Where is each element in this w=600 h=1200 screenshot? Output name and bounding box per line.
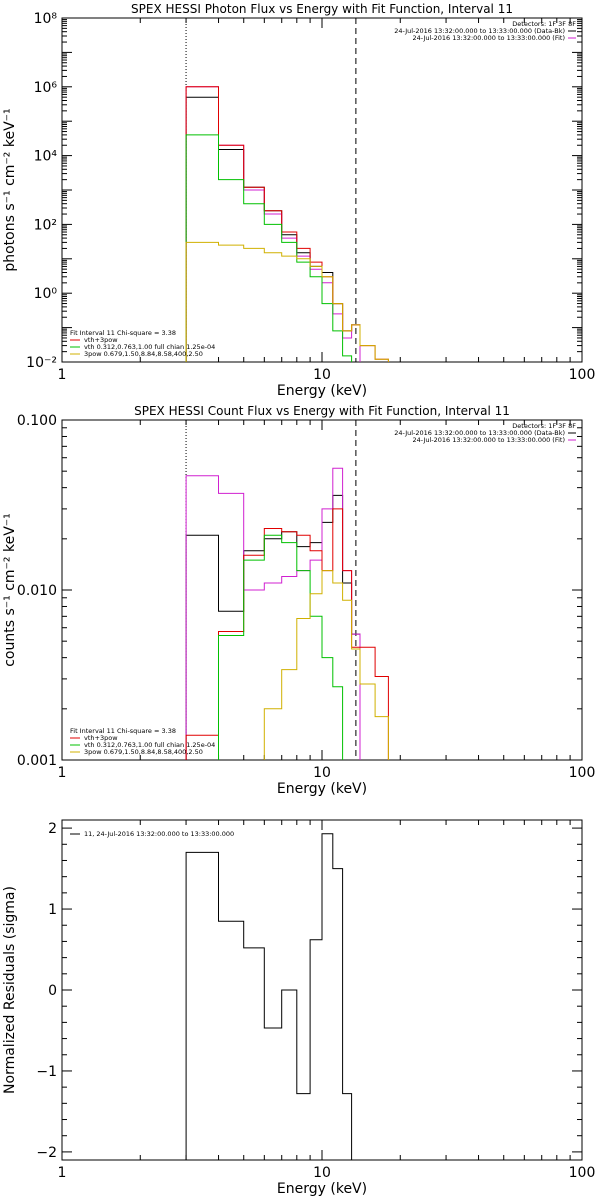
legend-entry: vth+3pow bbox=[84, 336, 118, 344]
series-1-step-line bbox=[185, 494, 361, 760]
series-5-step-line bbox=[263, 570, 389, 760]
x-tick-label: 1 bbox=[58, 367, 67, 383]
x-tick-label: 1 bbox=[58, 765, 67, 781]
y-tick-label: 10² bbox=[34, 217, 57, 233]
legend-header: Fit Interval 11 Chi-square = 3.38 bbox=[70, 329, 176, 337]
x-axis-label: Energy (keV) bbox=[277, 781, 367, 797]
y-tick-label: 0 bbox=[48, 983, 57, 999]
y-tick-label: 10⁻² bbox=[26, 355, 57, 371]
series-4-step-line bbox=[218, 534, 344, 760]
panel-1: 1 10 100 10⁻² 10⁰ 10² 10⁴ 10⁶ 10⁸ SPEX HESSI Phot… bbox=[2, 2, 595, 399]
x-tick-label: 10 bbox=[313, 367, 331, 383]
series-5-step-line bbox=[185, 241, 389, 362]
panel-3: 1 10 100 −2 −1 0 1 2 Energy (keV) Normalized Resi… bbox=[2, 819, 596, 1197]
series-4-step-line bbox=[185, 134, 353, 362]
y-axis-label: counts s⁻¹ cm⁻² keV⁻¹ bbox=[2, 513, 18, 667]
legend-entry: vth 0.312,0.763,1.00 full chian 1.25e-04 bbox=[84, 741, 215, 749]
panel-2: 1 10 100 0.001 0.010 0.100 SPEX HESSI Count Fl… bbox=[2, 404, 595, 797]
x-tick-label: 10 bbox=[313, 765, 331, 781]
y-tick-label: 0.001 bbox=[17, 753, 57, 769]
x-axis-label: Energy (keV) bbox=[277, 383, 367, 399]
y-tick-label: 2 bbox=[48, 821, 57, 837]
series-1-step-line bbox=[185, 833, 360, 1160]
legend-entry: 3pow 0.679,1.50,8.84,8.58,400,2.50 bbox=[84, 350, 203, 358]
x-tick-label: 1 bbox=[58, 1165, 67, 1181]
y-tick-label: 0.010 bbox=[17, 583, 57, 599]
y-tick-label: 10⁸ bbox=[34, 11, 58, 27]
legend-entry: 24-Jul-2016 13:32:00.000 to 13:33:00.000… bbox=[394, 429, 565, 437]
chart-title: SPEX HESSI Photon Flux vs Energy with Fi… bbox=[131, 2, 513, 16]
data-layer bbox=[185, 18, 389, 362]
x-tick-label: 100 bbox=[569, 1165, 596, 1181]
data-layer bbox=[185, 420, 389, 760]
x-tick-label: 10 bbox=[313, 1165, 331, 1181]
legend-entry: 24-Jul-2016 13:32:00.000 to 13:33:00.000… bbox=[412, 34, 565, 42]
legend-header: Fit Interval 11 Chi-square = 3.38 bbox=[70, 727, 176, 735]
series-3-step-line bbox=[185, 86, 389, 362]
x-tick-label: 100 bbox=[569, 367, 596, 383]
y-tick-label: 10⁶ bbox=[34, 80, 58, 96]
legend-entry: vth 0.312,0.763,1.00 full chian 1.25e-04 bbox=[84, 343, 215, 351]
y-tick-label: 10⁰ bbox=[34, 286, 58, 302]
y-axis-label: Normalized Residuals (sigma) bbox=[2, 886, 18, 1094]
legend-header: Detectors: 1F 3F 8F bbox=[512, 422, 576, 430]
chart-title: SPEX HESSI Count Flux vs Energy with Fit… bbox=[134, 404, 510, 418]
legend-header: Detectors: 1F 3F 8F bbox=[512, 20, 576, 28]
y-tick-label: 1 bbox=[48, 902, 57, 918]
y-tick-label: 0.100 bbox=[17, 413, 57, 429]
y-tick-label: −1 bbox=[36, 1064, 57, 1080]
legend-entry: vth+3pow bbox=[84, 734, 118, 742]
y-tick-label: −2 bbox=[36, 1145, 57, 1161]
data-layer bbox=[185, 833, 360, 1160]
y-tick-label: 10⁴ bbox=[34, 149, 58, 165]
x-axis-label: Energy (keV) bbox=[277, 1181, 367, 1197]
legend-entry: 11, 24-Jul-2016 13:32:00.000 to 13:33:00… bbox=[84, 830, 234, 838]
legend-entry: 24-Jul-2016 13:32:00.000 to 13:33:00.000… bbox=[394, 27, 565, 35]
series-2-step-line bbox=[185, 467, 361, 760]
plot-frame bbox=[61, 17, 583, 363]
y-axis-label: photons s⁻¹ cm⁻² keV⁻¹ bbox=[2, 108, 18, 271]
legend-entry: 3pow 0.679,1.50,8.84,8.58,400,2.50 bbox=[84, 748, 203, 756]
series-1-step-line bbox=[185, 96, 361, 362]
x-tick-label: 100 bbox=[569, 765, 596, 781]
legend-entry: 24-Jul-2016 13:32:00.000 to 13:33:00.000… bbox=[412, 436, 565, 444]
